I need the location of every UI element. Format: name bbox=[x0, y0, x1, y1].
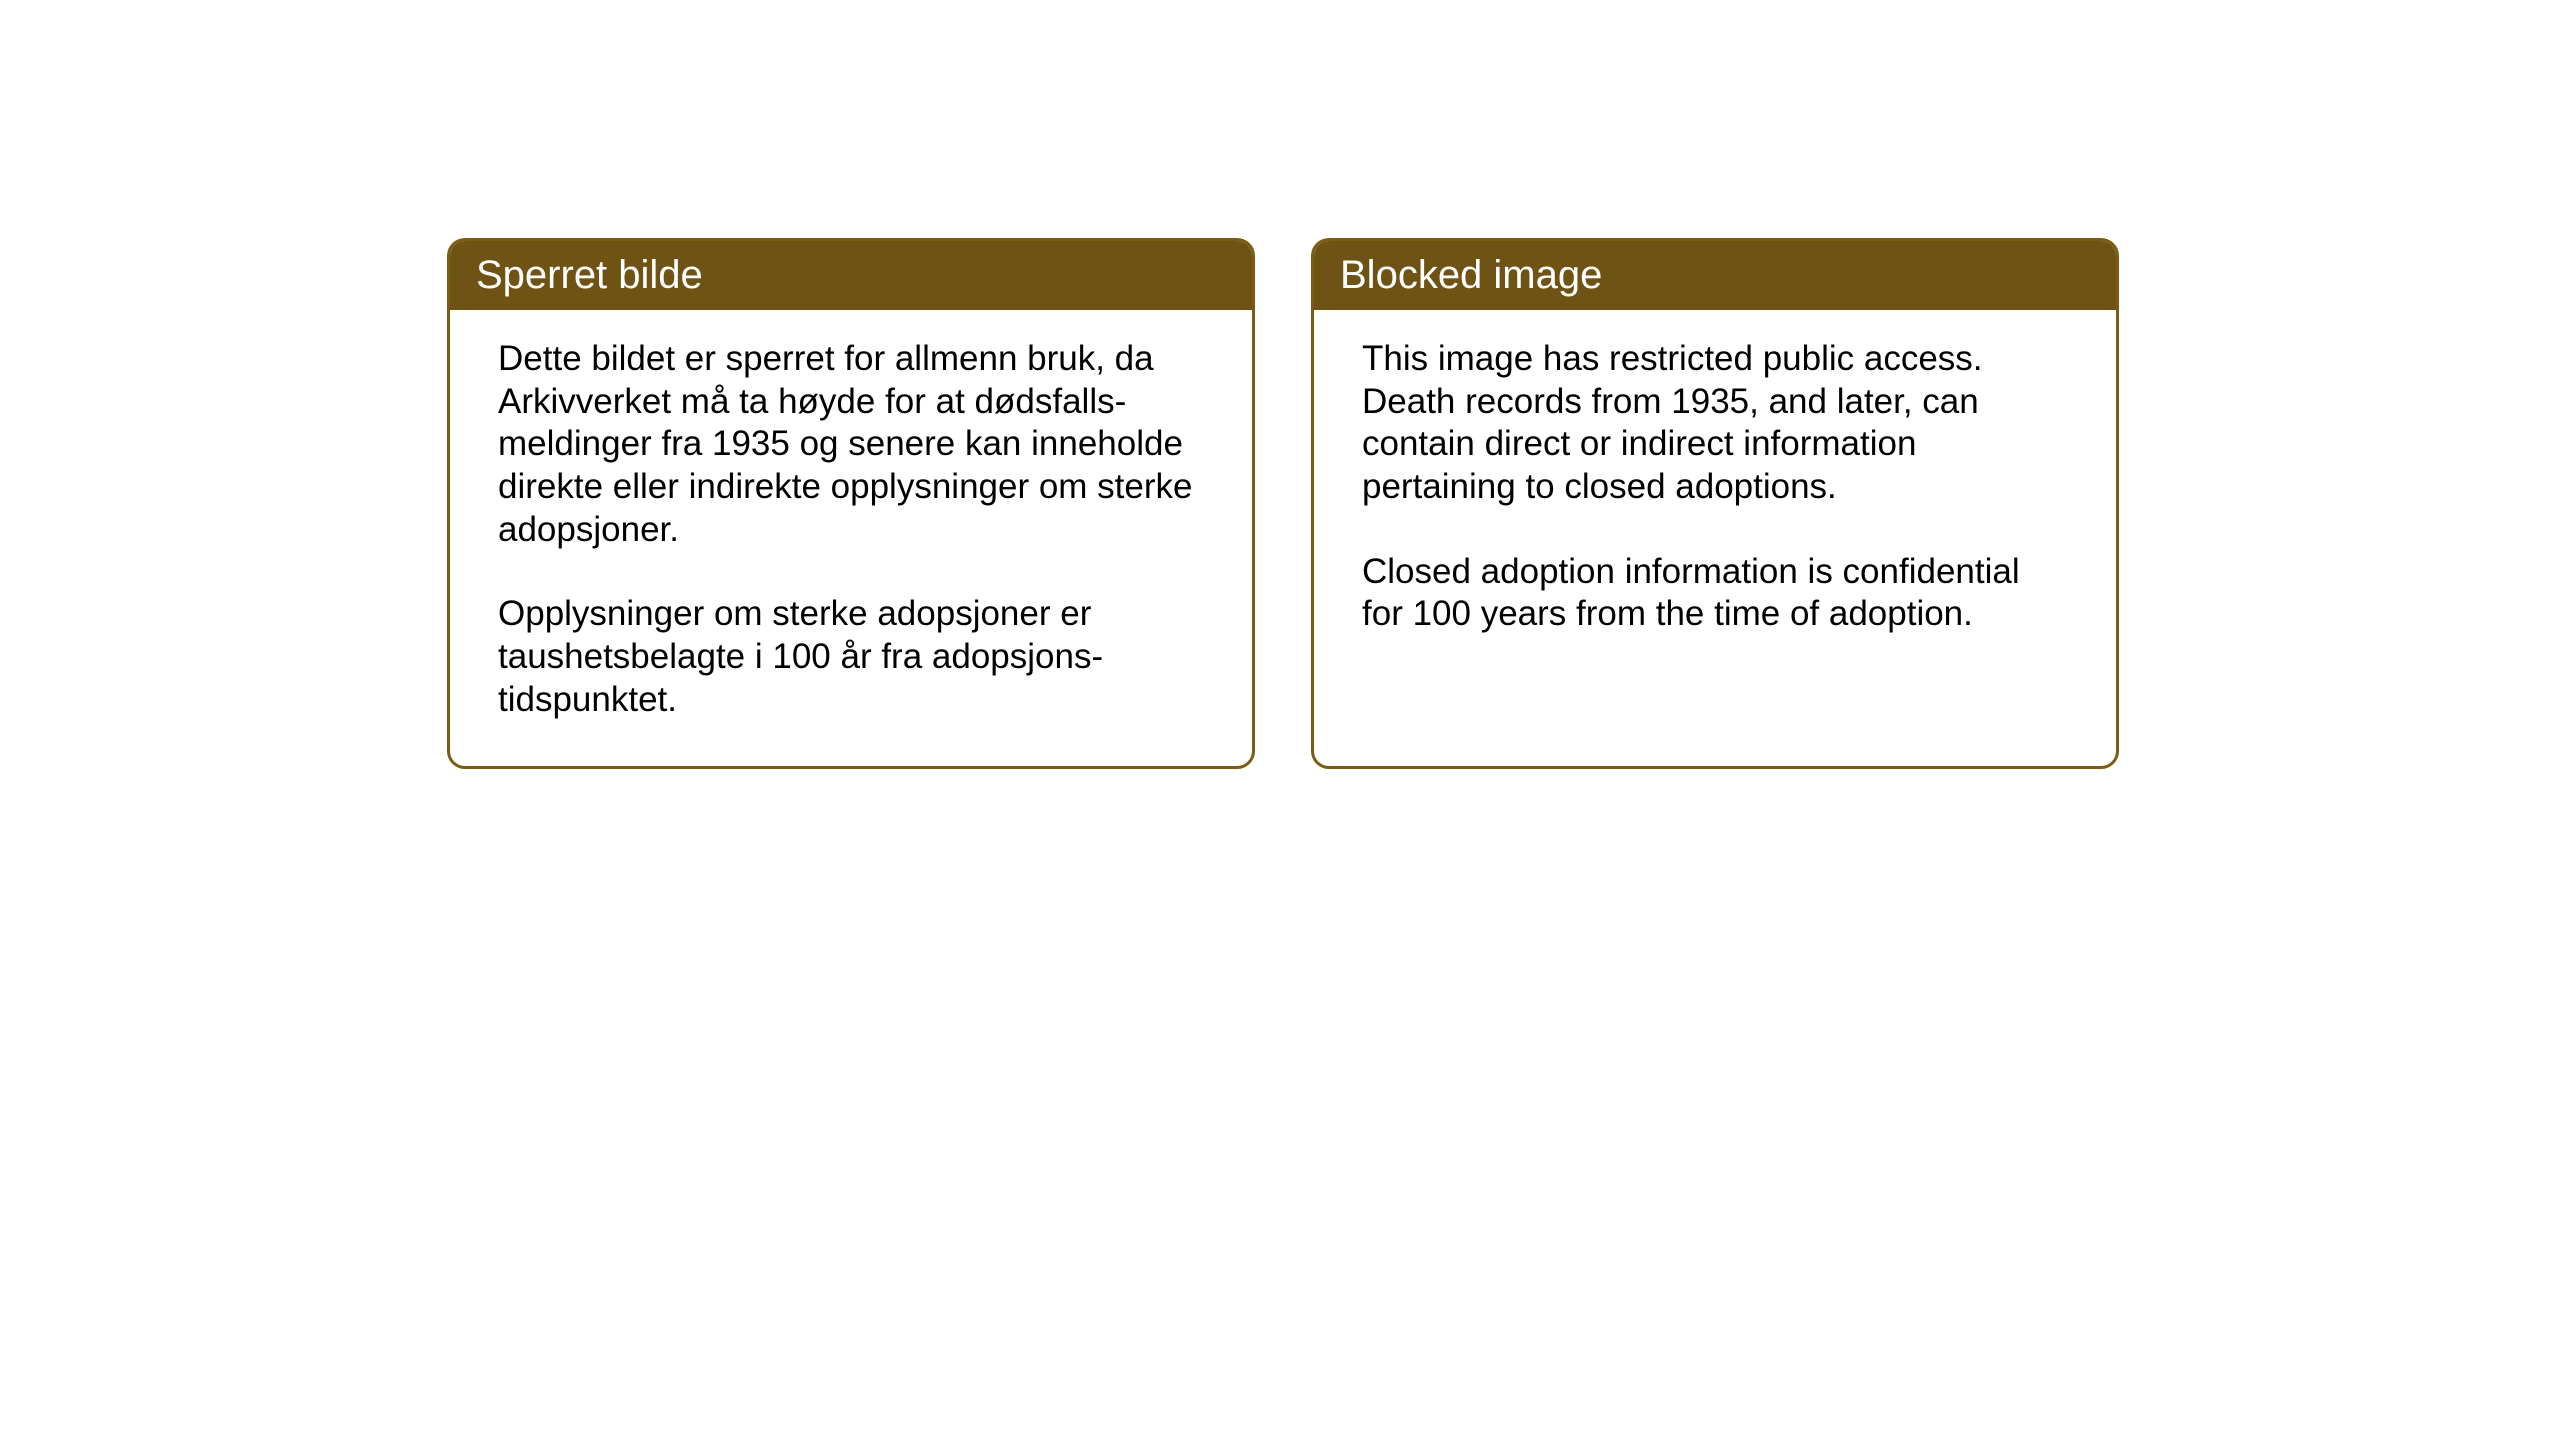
card-body: This image has restricted public access.… bbox=[1314, 310, 2116, 680]
notice-card-english: Blocked image This image has restricted … bbox=[1311, 238, 2119, 769]
notice-card-norwegian: Sperret bilde Dette bildet er sperret fo… bbox=[447, 238, 1255, 769]
card-title: Sperret bilde bbox=[476, 253, 703, 297]
notice-container: Sperret bilde Dette bildet er sperret fo… bbox=[447, 238, 2119, 769]
card-paragraph-2: Opplysninger om sterke adopsjoner er tau… bbox=[498, 593, 1204, 721]
card-header: Blocked image bbox=[1314, 241, 2116, 310]
card-paragraph-2: Closed adoption information is confident… bbox=[1362, 551, 2068, 636]
card-body: Dette bildet er sperret for allmenn bruk… bbox=[450, 310, 1252, 766]
card-paragraph-1: This image has restricted public access.… bbox=[1362, 338, 2068, 509]
card-paragraph-1: Dette bildet er sperret for allmenn bruk… bbox=[498, 338, 1204, 551]
card-header: Sperret bilde bbox=[450, 241, 1252, 310]
card-title: Blocked image bbox=[1340, 253, 1602, 297]
